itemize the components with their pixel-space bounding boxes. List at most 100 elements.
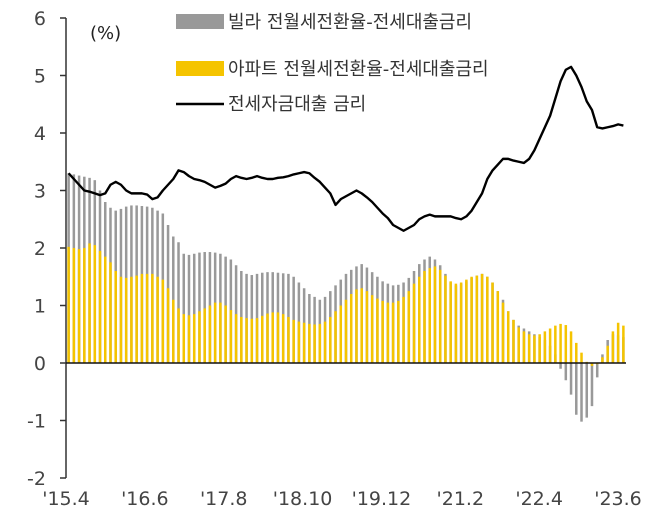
apartment-bar (88, 243, 91, 363)
villa-bar (192, 253, 196, 363)
apartment-bar (412, 283, 416, 363)
apartment-bar (339, 305, 343, 363)
apartment-bar (365, 291, 369, 363)
apartment-bar (182, 314, 186, 363)
apartment-bar (606, 345, 609, 363)
villa-bar (559, 363, 562, 369)
villa-bar (569, 363, 573, 395)
apartment-bar (72, 248, 76, 363)
apartment-bar (459, 282, 463, 363)
y-tick-label: 1 (34, 296, 46, 318)
apartment-bar (601, 357, 604, 363)
apartment-bar (93, 245, 97, 363)
apartment-bar (428, 268, 431, 363)
apartment-bar (349, 294, 353, 363)
apartment-bar (449, 281, 452, 363)
y-tick-label: 4 (34, 123, 46, 145)
villa-bar (198, 252, 201, 363)
apartment-bar (376, 298, 379, 363)
apartment-bar (224, 305, 227, 363)
apartment-bar (538, 334, 541, 363)
apartment-bar (397, 300, 400, 363)
apartment-bar (496, 291, 500, 363)
apartment-bar (475, 275, 479, 363)
y-tick-label: 0 (34, 353, 46, 375)
apartment-bar (465, 279, 468, 363)
apartment-bar (355, 289, 358, 363)
apartment-bar (454, 283, 458, 363)
apartment-bar (261, 315, 264, 363)
apartment-bar (124, 277, 128, 363)
apartment-bar (208, 305, 212, 363)
legend-label-rate: 전세자금대출 금리 (228, 94, 366, 115)
x-tick-label: '22.4 (515, 488, 563, 510)
legend-swatch-apartment (176, 61, 224, 76)
apartment-bar (192, 314, 196, 363)
villa-bar (203, 252, 206, 363)
apartment-bar (203, 308, 206, 363)
apartment-bar (172, 299, 175, 363)
x-axis-ticks: '15.4 '16.6 '17.8 '18.10 '19.12 '21.2 '22.4 '23… (42, 488, 642, 510)
apartment-bar (506, 311, 510, 363)
apartment-bar (302, 322, 306, 363)
apartment-bar (77, 249, 81, 363)
apartment-bar (98, 250, 102, 363)
apartment-bar (229, 310, 233, 363)
x-tick-label: '21.2 (437, 488, 485, 510)
villa-bar (580, 363, 583, 422)
apartment-bar (135, 275, 138, 363)
apartment-bar (522, 331, 526, 363)
y-tick-label: 2 (34, 238, 46, 260)
apartment-bar (109, 262, 112, 363)
apartment-bar (611, 331, 615, 363)
apartment-bar (234, 314, 238, 363)
apartment-bar (177, 308, 180, 363)
apartment-bar (292, 319, 295, 363)
apartment-bar (344, 299, 348, 363)
apartment-bar (616, 322, 620, 363)
villa-bar (590, 363, 594, 407)
apartment-bar (297, 321, 301, 363)
apartment-bar (423, 271, 426, 363)
apartment-bar (575, 342, 578, 363)
villa-bar (177, 242, 180, 363)
y-tick-label: 3 (34, 181, 46, 203)
apartment-bar (543, 331, 547, 363)
apartment-bar (559, 323, 562, 363)
apartment-bar (517, 327, 520, 363)
apartment-bar (287, 317, 290, 363)
x-tick-label: '18.10 (273, 488, 333, 510)
apartment-bar (276, 312, 280, 363)
legend-label-apartment: 아파트 전월세전환율-전세대출금리 (228, 59, 489, 80)
apartment-bar (418, 276, 421, 363)
apartment-bar (166, 288, 170, 363)
apartment-bar (533, 335, 536, 363)
apartment-bar (334, 311, 337, 363)
villa-bar (564, 363, 568, 381)
y-tick-label: 6 (34, 8, 46, 30)
apartment-bar (161, 279, 165, 363)
apartment-bar (323, 321, 327, 363)
apartment-bar (486, 276, 489, 363)
apartment-bar (245, 318, 248, 363)
apartment-bar (370, 295, 374, 363)
apartment-bar (360, 288, 363, 363)
legend: 빌라 전월세전환율-전세대출금리 아파트 전월세전환율-전세대출금리 전세자금대… (176, 12, 489, 115)
x-tick-label: '19.12 (352, 488, 412, 510)
jeonse-loan-rate-line (67, 65, 624, 232)
y-tick-label: 5 (34, 66, 46, 88)
villa-bar-series (67, 173, 625, 422)
apartment-bar (438, 269, 442, 363)
apartment-bar (198, 311, 201, 363)
x-tick-label: '16.6 (121, 488, 169, 510)
apartment-bar (491, 282, 494, 363)
y-tick-label: -2 (27, 468, 46, 490)
apartment-bar (402, 296, 405, 363)
apartment-bar (213, 302, 217, 363)
apartment-bar (255, 318, 259, 363)
apartment-bar (103, 256, 107, 363)
apartment-bar (187, 315, 191, 363)
legend-swatch-villa (176, 14, 224, 29)
apartment-bar (151, 273, 154, 363)
